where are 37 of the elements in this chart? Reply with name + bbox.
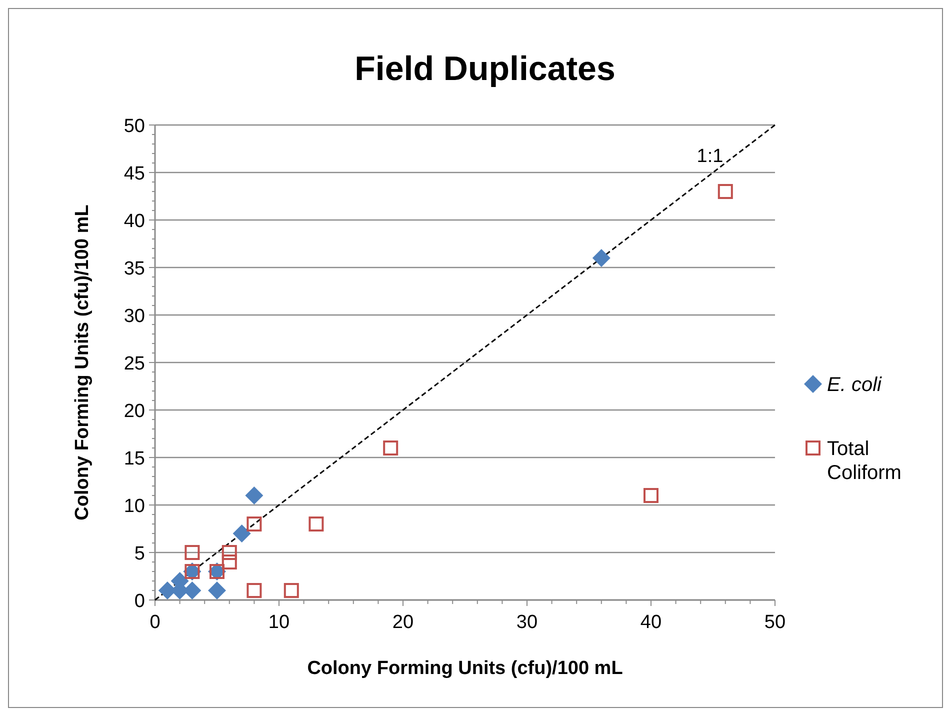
- y-tick-label: 50: [124, 116, 145, 137]
- point: [246, 583, 262, 598]
- point: [246, 516, 262, 532]
- point: [644, 488, 658, 503]
- y-tick-label: 30: [124, 306, 145, 327]
- point: [592, 249, 610, 267]
- x-tick-label: 40: [640, 612, 662, 633]
- y-tick-label: 15: [124, 448, 145, 470]
- y-tick-label: 35: [124, 258, 145, 280]
- y-tick-label: 10: [124, 496, 145, 517]
- point: [383, 440, 398, 456]
- point: [222, 554, 237, 570]
- annotation: 1:1: [696, 146, 724, 167]
- point: [718, 184, 733, 199]
- x-tick-label: 0: [150, 612, 160, 633]
- point: [232, 524, 251, 542]
- y-tick-label: 25: [124, 354, 145, 374]
- chart-title: Field Duplicates: [354, 50, 616, 88]
- y-tick-label: 0: [134, 591, 145, 612]
- point: [245, 486, 264, 504]
- y-tick-label: 40: [124, 211, 145, 232]
- x-tick-label: 30: [516, 612, 538, 633]
- y-tick-label: 20: [124, 401, 145, 422]
- x-tick-label: 20: [392, 612, 414, 633]
- x-tick-label: 10: [268, 612, 290, 633]
- y-tick-label: 45: [124, 164, 145, 184]
- legend-label: Total Coliform: [827, 438, 902, 484]
- point: [208, 582, 226, 600]
- point: [308, 516, 324, 532]
- point: [222, 545, 237, 560]
- legend-label: E. coli: [827, 374, 882, 396]
- y-axis-title: Colony Forming Units (cfu)/100 mL: [72, 204, 93, 520]
- point: [284, 583, 299, 598]
- x-tick-label: 50: [764, 612, 786, 633]
- x-axis-title: Colony Forming Units (cfu)/100 mL: [307, 658, 624, 679]
- y-tick-label: 5: [134, 544, 145, 564]
- point: [184, 545, 200, 560]
